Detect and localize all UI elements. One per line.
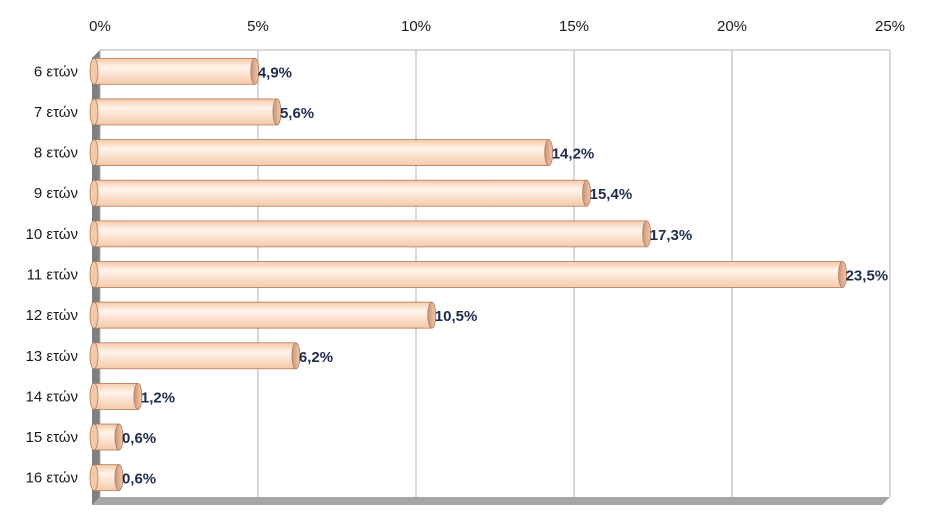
bars [89,57,847,492]
data-label: 6,2% [299,349,333,366]
data-label: 0,6% [122,430,156,447]
x-tick-label: 15% [559,18,589,35]
y-axis-categories: 6 ετών 7 ετών 8 ετών 9 ετών 10 ετών 11 ετών 12… [26,63,78,486]
data-label: 4,9% [258,64,292,81]
x-tick-label: 0% [89,18,111,35]
bar [89,261,847,288]
category-label: 10 ετών [26,226,78,243]
bar [89,342,301,370]
category-label: 16 ετών [26,470,78,487]
category-label: 14 ετών [26,388,78,405]
x-tick-label: 5% [247,18,269,35]
data-label: 17,3% [650,227,693,244]
x-axis-ticks: 0% 5% 10% 15% 20% 25% [89,18,905,35]
data-label: 23,5% [846,268,889,285]
bar [89,423,124,451]
data-label: 14,2% [552,146,595,163]
bar [89,139,554,166]
data-label: 15,4% [590,186,633,203]
x-tick-label: 25% [875,18,905,35]
category-label: 13 ετών [26,348,78,365]
bar [89,383,143,410]
category-label: 6 ετών [34,63,78,80]
x-tick-label: 10% [401,18,431,35]
category-label: 9 ετών [34,185,78,202]
data-label: 0,6% [122,471,156,488]
data-label: 10,5% [435,308,478,325]
bar [89,98,282,126]
floor [92,497,890,505]
data-label: 1,2% [141,389,175,406]
category-label: 11 ετών [27,267,78,284]
category-label: 12 ετών [26,307,78,324]
bar [89,220,652,248]
bar [89,57,260,85]
category-label: 8 ετών [34,145,78,162]
data-labels: 4,9% 5,6% 14,2% 15,4% 17,3% 23,5% 10,5% 6,2% 1,2… [122,64,888,487]
data-label: 5,6% [280,105,314,122]
bar [89,301,437,329]
bar [89,179,592,207]
category-label: 15 ετών [26,429,78,446]
x-tick-label: 20% [717,18,747,35]
category-label: 7 ετών [34,104,78,121]
bar [89,464,124,492]
